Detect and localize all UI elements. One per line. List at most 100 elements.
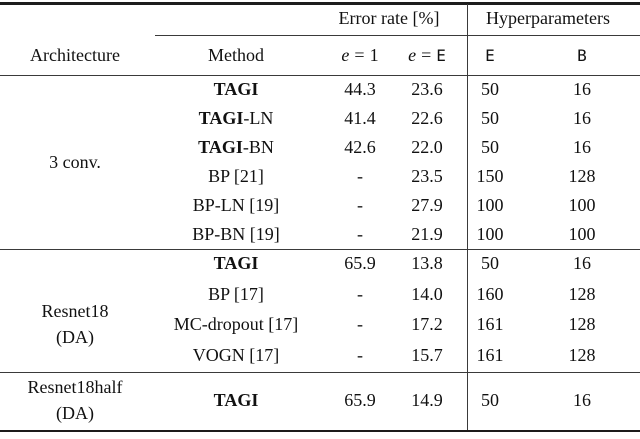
arch-cell-resnet18half: Resnet18half (DA) xyxy=(0,371,150,430)
col-header-epochs: E xyxy=(456,36,524,75)
eE-value: 23.6 xyxy=(411,78,443,99)
eE-cell: 13.8 xyxy=(398,249,456,280)
table-top-rule xyxy=(0,2,640,5)
e1-value: - xyxy=(357,314,363,335)
epochs-header-label: E xyxy=(485,45,495,65)
group-header-error-rate: Error rate [%] xyxy=(322,0,456,36)
group-header-cmidrule xyxy=(155,35,640,37)
arch-label-line2: (DA) xyxy=(56,326,94,347)
method-cell: BP-LN [19] xyxy=(150,191,322,220)
col-header-method: Method xyxy=(150,36,322,75)
method-cell: BP-BN [19] xyxy=(150,220,322,249)
batch-cell: 128 xyxy=(524,310,640,341)
e1-cell: 44.3 xyxy=(322,75,398,104)
e1-value: 65.9 xyxy=(344,389,376,410)
group-header-error-rate-label: Error rate [%] xyxy=(338,7,440,28)
e1-value: - xyxy=(357,165,363,186)
eE-value: 27.9 xyxy=(411,194,443,215)
method-bold: TAGI xyxy=(213,78,259,99)
epochs-value: 161 xyxy=(476,344,504,365)
eE-cell: 14.0 xyxy=(398,279,456,310)
col-header-architecture: Architecture xyxy=(0,36,150,75)
method-bold: TAGI xyxy=(198,136,243,157)
epochs-value: 160 xyxy=(476,283,504,304)
header-rule xyxy=(0,74,640,76)
eE-cell: 15.7 xyxy=(398,340,456,371)
epochs-value: 100 xyxy=(476,223,504,244)
batch-cell: 128 xyxy=(524,279,640,310)
eE-cell: 27.9 xyxy=(398,191,456,220)
e1-value: 41.4 xyxy=(344,107,376,128)
section2-rule xyxy=(0,371,640,373)
batch-value: 128 xyxy=(568,165,596,186)
epochs-cell: 161 xyxy=(456,340,524,371)
eE-cell: 14.9 xyxy=(398,371,456,430)
arch-label-line1: Resnet18 xyxy=(41,300,109,321)
method-rest: BP [21] xyxy=(208,165,264,186)
epochs-value: 161 xyxy=(476,314,504,335)
e1-cell: - xyxy=(322,191,398,220)
eE-value: 21.9 xyxy=(411,223,443,244)
e1-cell: - xyxy=(322,162,398,191)
epochs-cell: 50 xyxy=(456,371,524,430)
epochs-cell: 100 xyxy=(456,191,524,220)
batch-value: 128 xyxy=(568,283,596,304)
eE-value: 23.5 xyxy=(411,165,443,186)
epochs-cell: 100 xyxy=(456,220,524,249)
method-bold: TAGI xyxy=(198,107,244,128)
table-grid: Error rate [%] Hyperparameters Architect… xyxy=(0,0,640,430)
col-header-eE: e = E xyxy=(398,36,456,75)
batch-value: 128 xyxy=(568,344,596,365)
eE-value: E xyxy=(436,45,446,65)
e1-cell: 65.9 xyxy=(322,249,398,280)
method-rest: -BN xyxy=(242,136,274,157)
epochs-value: 150 xyxy=(476,165,504,186)
section1-rule xyxy=(0,248,640,250)
eE-value: 17.2 xyxy=(411,314,443,335)
e1-value: 42.6 xyxy=(344,136,376,157)
e1-value: 1 xyxy=(369,44,379,65)
batch-value: 100 xyxy=(568,194,596,215)
batch-cell: 100 xyxy=(524,191,640,220)
batch-value: 16 xyxy=(573,253,591,274)
batch-cell: 16 xyxy=(524,133,640,162)
batch-value: 100 xyxy=(568,223,596,244)
batch-cell: 16 xyxy=(524,104,640,133)
method-cell: TAGI xyxy=(150,371,322,430)
e1-cell: - xyxy=(322,340,398,371)
table-bottom-rule xyxy=(0,429,640,433)
e1-value: 44.3 xyxy=(344,78,376,99)
e1-cell: 42.6 xyxy=(322,133,398,162)
batch-cell: 128 xyxy=(524,340,640,371)
epochs-value: 100 xyxy=(476,194,504,215)
batch-value: 16 xyxy=(573,389,591,410)
eE-value: 14.9 xyxy=(411,389,443,410)
method-cell: TAGI -LN xyxy=(150,104,322,133)
batch-value: 16 xyxy=(573,107,591,128)
method-cell: TAGI xyxy=(150,249,322,280)
method-rest: BP-LN [19] xyxy=(192,194,280,215)
e1-value: - xyxy=(357,223,363,244)
batch-value: 16 xyxy=(573,78,591,99)
epochs-cell: 160 xyxy=(456,279,524,310)
eE-cell: 22.6 xyxy=(398,104,456,133)
eE-value: 13.8 xyxy=(411,253,443,274)
epochs-value: 50 xyxy=(481,107,499,128)
epochs-value: 50 xyxy=(481,136,499,157)
method-bold: TAGI xyxy=(213,253,259,274)
method-cell: TAGI -BN xyxy=(150,133,322,162)
method-cell: BP [21] xyxy=(150,162,322,191)
epochs-cell: 50 xyxy=(456,75,524,104)
batch-cell: 16 xyxy=(524,75,640,104)
e1-equals: = xyxy=(354,44,365,65)
eE-value: 14.0 xyxy=(411,283,443,304)
e1-value: - xyxy=(357,344,363,365)
column-group-divider xyxy=(467,4,469,430)
arch-label-line2: (DA) xyxy=(56,403,94,423)
col-header-e1: e = 1 xyxy=(322,36,398,75)
e1-cell: - xyxy=(322,310,398,341)
method-cell: BP [17] xyxy=(150,279,322,310)
group-header-hyperparameters: Hyperparameters xyxy=(456,0,640,36)
arch-cell-3conv: 3 conv. xyxy=(0,75,150,249)
